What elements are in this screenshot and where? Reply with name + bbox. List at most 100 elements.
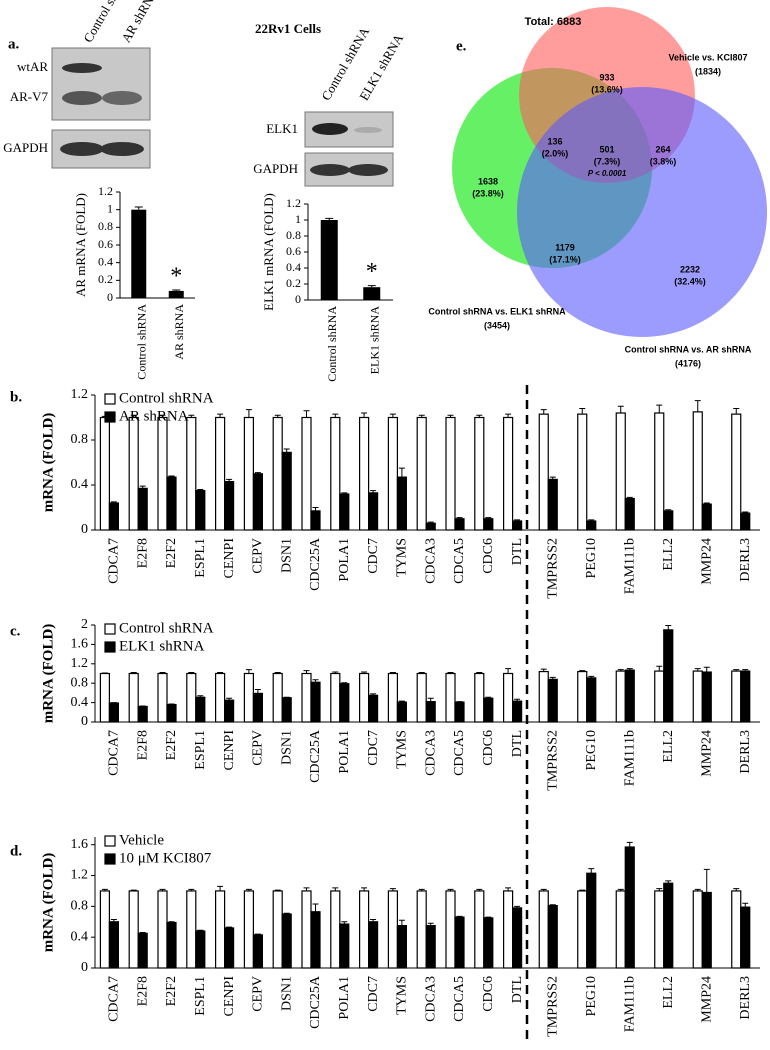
error-bar bbox=[588, 675, 595, 678]
y-tick-label: 0.8 bbox=[71, 432, 89, 447]
error-bar bbox=[197, 695, 204, 698]
y-tick-label: 1.2 bbox=[71, 656, 89, 671]
bar bbox=[586, 677, 597, 723]
error-bar bbox=[168, 475, 175, 478]
error-bar bbox=[159, 672, 166, 674]
x-tick-label: CDC6 bbox=[481, 538, 496, 574]
error-bar bbox=[188, 672, 195, 674]
bar bbox=[368, 921, 379, 969]
bar bbox=[128, 672, 139, 723]
bar bbox=[137, 487, 148, 531]
bar bbox=[99, 416, 111, 531]
panel-label: d. bbox=[10, 843, 22, 859]
x-tick-label: CDC7 bbox=[366, 976, 381, 1012]
error-bar bbox=[361, 887, 368, 891]
error-bar bbox=[341, 682, 348, 684]
y-tick-label: 0.4 bbox=[98, 254, 113, 268]
legend-label: Vehicle bbox=[119, 832, 164, 848]
error-bar bbox=[617, 405, 624, 413]
legend-label: 10 μM KCI807 bbox=[119, 850, 212, 866]
x-tick-label: DTL bbox=[510, 730, 525, 757]
x-tick-label: CDCA3 bbox=[423, 976, 438, 1022]
error-bar bbox=[505, 413, 512, 418]
error-bar bbox=[110, 501, 117, 503]
x-tick-label: CEPV bbox=[251, 730, 266, 766]
error-bar bbox=[476, 414, 483, 418]
x-tick-label: CENPI bbox=[222, 976, 237, 1017]
y-tick-label: 0.8 bbox=[71, 675, 89, 690]
error-bar bbox=[703, 868, 710, 893]
bar bbox=[272, 672, 283, 723]
band-label: AR-V7 bbox=[10, 89, 49, 104]
bar bbox=[577, 890, 588, 969]
bar bbox=[310, 681, 321, 723]
bar bbox=[445, 672, 456, 723]
bar bbox=[281, 451, 292, 531]
y-tick-label: 0.8 bbox=[98, 219, 113, 233]
x-tick-label: PEG10 bbox=[584, 730, 599, 770]
bar bbox=[186, 416, 197, 531]
error-bar bbox=[418, 414, 425, 418]
bar bbox=[330, 416, 341, 531]
venn-percent: (17.1%) bbox=[549, 254, 581, 264]
bar bbox=[538, 890, 549, 969]
error-bar bbox=[427, 521, 434, 524]
bar bbox=[108, 502, 120, 531]
y-tick-label: 0.6 bbox=[98, 237, 113, 251]
error-bar bbox=[130, 672, 137, 674]
error-bar bbox=[514, 905, 521, 908]
y-tick-label: 1 bbox=[295, 212, 301, 226]
error-bar bbox=[665, 509, 672, 511]
bar bbox=[195, 930, 206, 969]
error-bar bbox=[626, 668, 633, 671]
bar bbox=[157, 672, 168, 723]
bar bbox=[511, 907, 523, 969]
bar bbox=[416, 672, 427, 723]
bar bbox=[168, 290, 184, 298]
error-bar bbox=[742, 669, 749, 672]
error-bar bbox=[159, 888, 166, 891]
bar bbox=[654, 412, 665, 531]
error-bar bbox=[361, 412, 368, 418]
x-tick-label: PEG10 bbox=[584, 976, 599, 1016]
error-bar bbox=[694, 400, 701, 412]
error-bar bbox=[579, 670, 586, 672]
y-tick-label: 0.4 bbox=[71, 477, 89, 492]
x-tick-label: ESPL1 bbox=[193, 538, 208, 578]
bar bbox=[654, 670, 665, 723]
x-tick-label: POLA1 bbox=[337, 538, 352, 582]
error-bar bbox=[398, 919, 405, 926]
legend-swatch bbox=[104, 853, 116, 865]
error-bar bbox=[485, 517, 492, 519]
venn-count: 136 bbox=[547, 136, 562, 146]
error-bar bbox=[626, 496, 633, 499]
x-tick-label: CDCA3 bbox=[423, 730, 438, 776]
bar bbox=[624, 497, 635, 531]
bar bbox=[454, 518, 465, 531]
venn-count: 2232 bbox=[680, 264, 700, 274]
venn-count: 1179 bbox=[555, 242, 575, 252]
bar bbox=[215, 416, 226, 531]
error-bar bbox=[398, 467, 405, 478]
error-bar bbox=[485, 696, 492, 699]
bar bbox=[416, 416, 427, 531]
bar bbox=[445, 890, 456, 969]
error-bar bbox=[159, 414, 166, 418]
x-tick-label: CDCA5 bbox=[452, 976, 467, 1022]
bar bbox=[547, 478, 558, 531]
bar bbox=[547, 678, 558, 723]
bar bbox=[108, 921, 120, 969]
error-bar bbox=[139, 485, 146, 489]
error-bar bbox=[398, 700, 405, 703]
error-bar bbox=[418, 672, 425, 674]
bar bbox=[396, 476, 407, 531]
x-tick-label: TYMS bbox=[395, 538, 410, 577]
bar bbox=[577, 670, 588, 723]
x-tick-label: POLA1 bbox=[337, 730, 352, 774]
bar bbox=[586, 520, 597, 531]
error-bar bbox=[703, 502, 710, 505]
error-bar bbox=[588, 519, 595, 521]
bar bbox=[445, 416, 456, 531]
bar bbox=[272, 416, 283, 531]
